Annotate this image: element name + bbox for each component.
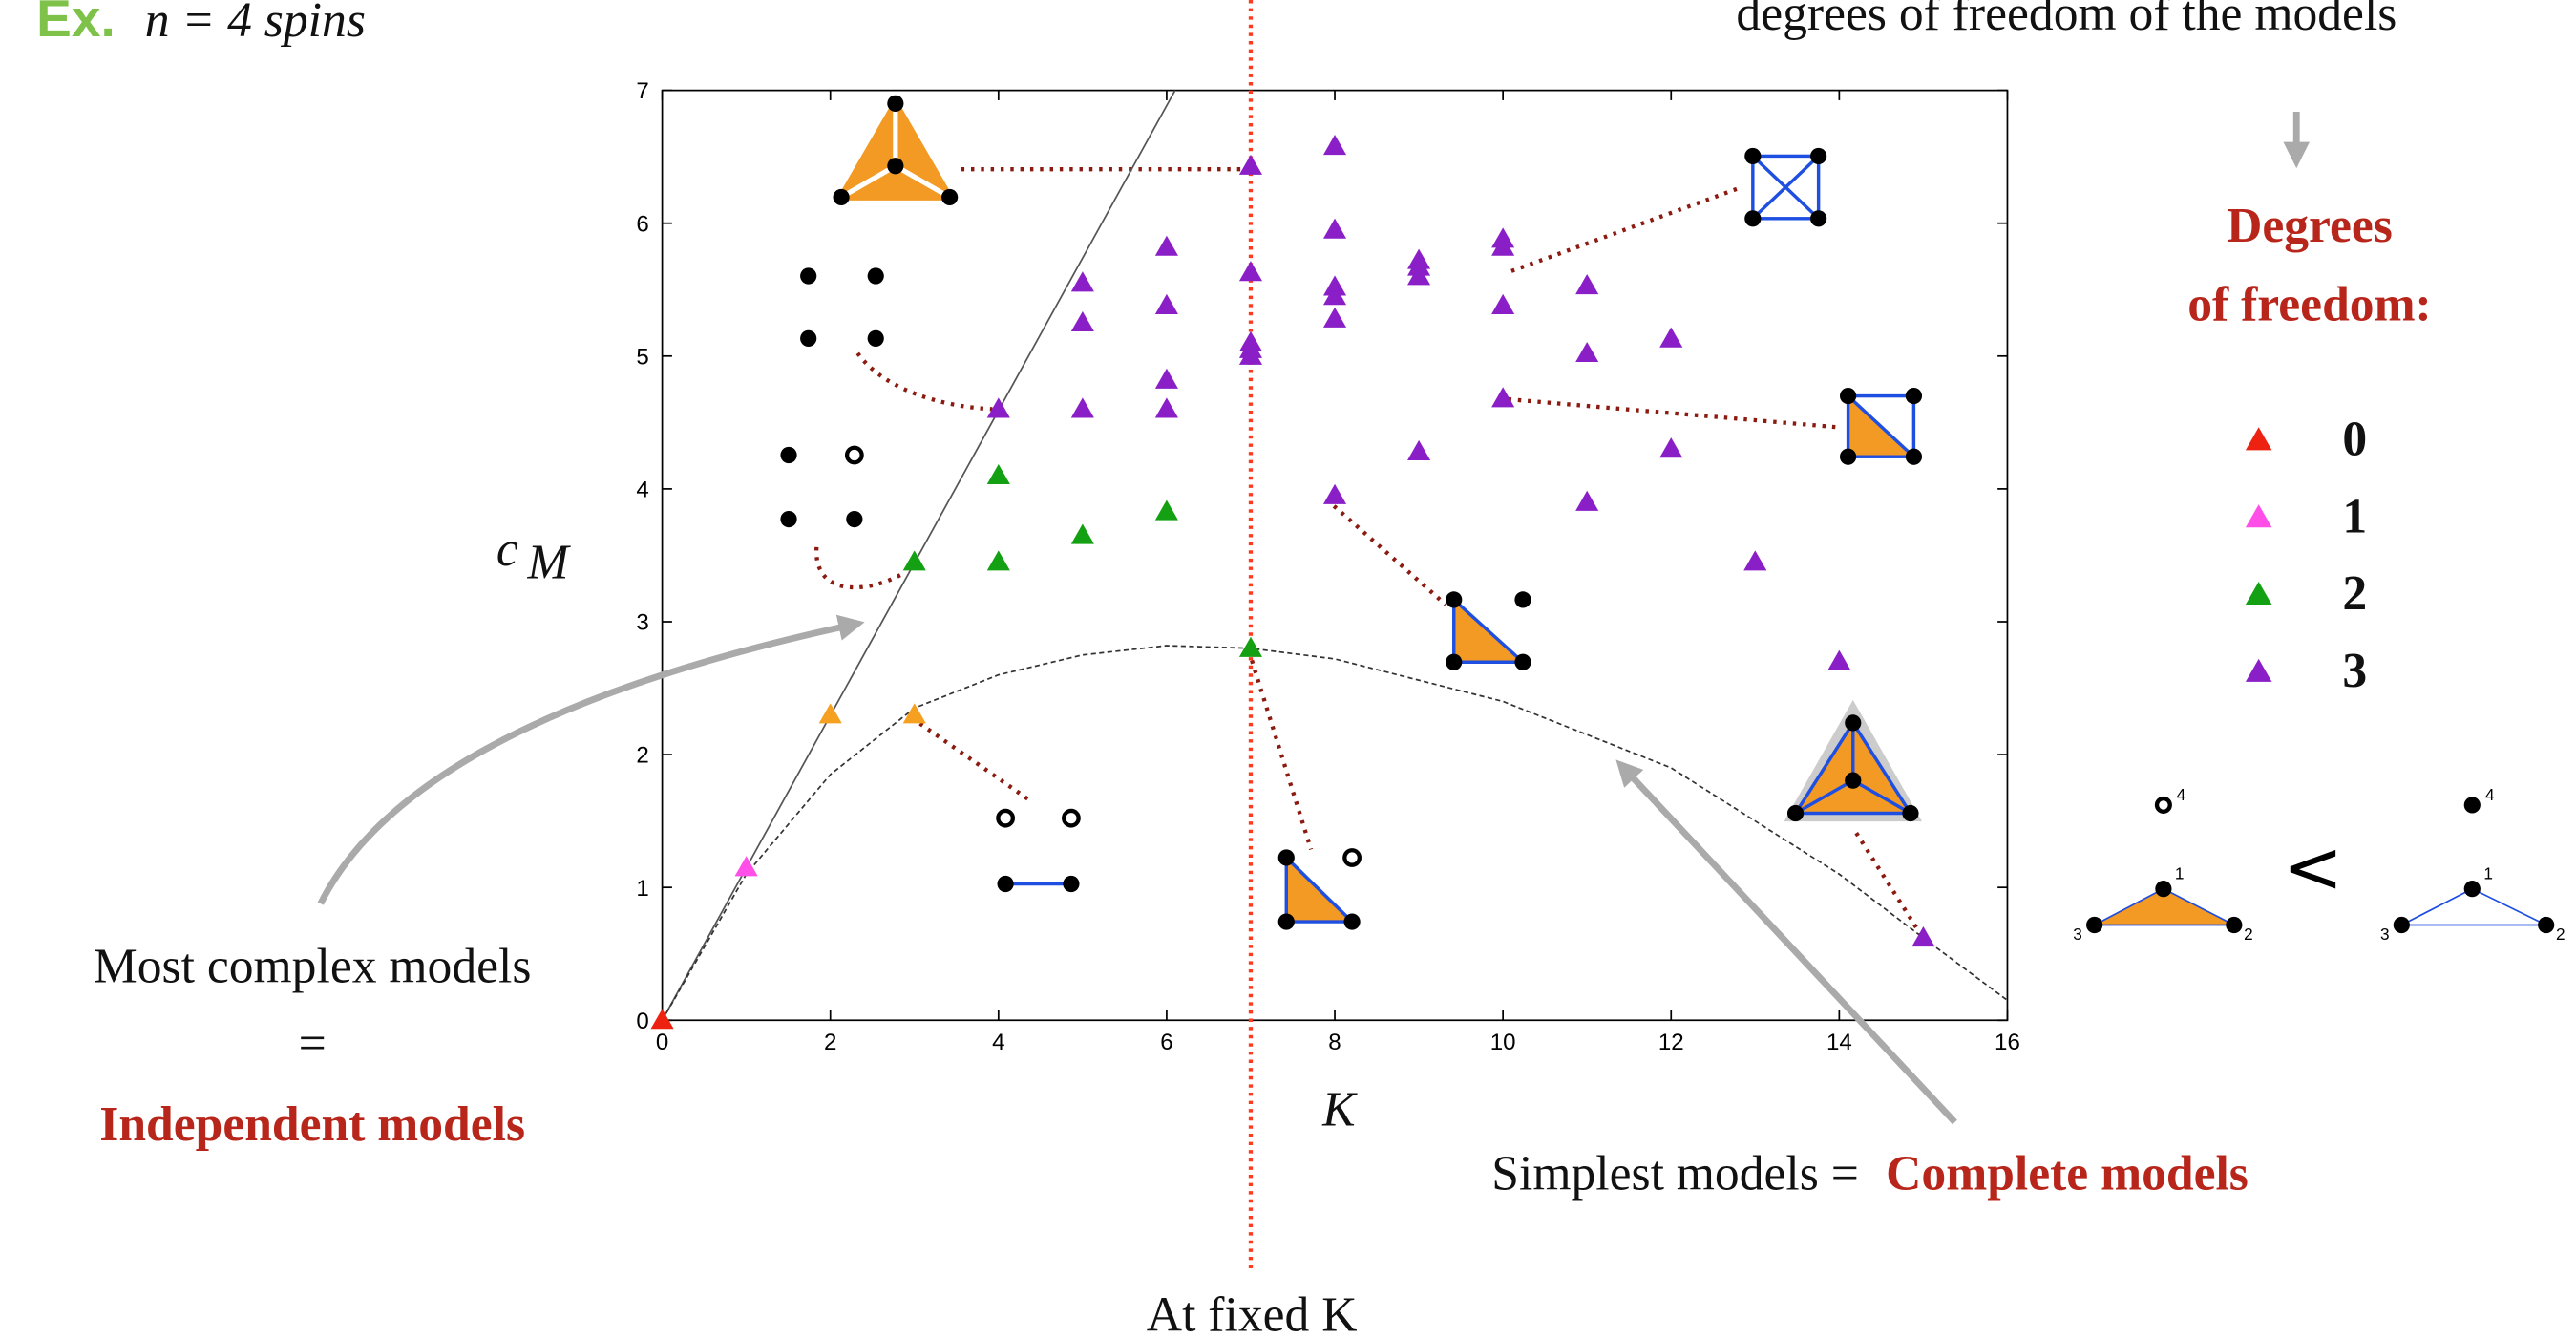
node-label: 4 [2177,785,2186,804]
point [1659,437,1683,458]
point [734,856,758,877]
x-tick-label: 2 [824,1030,836,1055]
point [1322,218,1347,239]
y-tick-label: 2 [636,743,648,769]
diagrams: 1 2 3 4 1 2 3 4 < [780,95,2565,944]
connectors [814,167,1924,938]
point [818,703,842,724]
point [1575,341,1599,363]
point [1407,265,1431,286]
point [1154,293,1178,314]
legend-swatch [2245,427,2272,451]
point [986,463,1010,485]
point [986,397,1010,418]
ex-text: n = 4 spins [145,0,366,48]
x-tick-label: 4 [992,1030,1004,1055]
y-tick-label: 4 [636,477,648,502]
point [1491,387,1515,408]
point [650,1009,674,1030]
node-label: 2 [2244,925,2253,944]
point [1659,327,1683,348]
point [1322,307,1347,328]
less-than: < [2283,825,2343,909]
point [986,550,1010,571]
annotation: Independent models [99,1097,525,1152]
point [1070,310,1094,332]
point [1238,261,1263,282]
curve [661,645,2008,1021]
arrows [317,111,2310,1125]
x-tick-label: 0 [656,1030,668,1055]
annotations: Most complex models = Independent models… [94,199,2432,1339]
point [1407,439,1431,460]
legend-title: of freedom: [2187,277,2431,331]
legend-swatch [2245,658,2272,682]
node-label: 3 [2380,925,2390,944]
ex-prefix: Ex. [36,0,116,48]
point [1238,636,1263,657]
point [1322,134,1347,156]
y-tick-label: 6 [636,211,648,237]
y-axis-label-sub: M [527,536,572,590]
x-tick-label: 6 [1160,1030,1172,1055]
point [1743,550,1767,571]
point [1911,925,1935,947]
point [1322,285,1347,306]
point [1070,271,1094,292]
legend-swatch [2245,504,2272,528]
node-label: 3 [2073,925,2082,944]
x-tick-label: 10 [1490,1030,1516,1055]
node-label: 1 [2175,863,2185,882]
point [1070,397,1094,418]
point [1322,483,1347,504]
legend-label: 3 [2342,644,2367,698]
legend-label: 2 [2342,566,2367,621]
point [1575,490,1599,511]
legend-label: 0 [2342,413,2367,467]
node-label: 2 [2556,925,2565,944]
legend-swatch [2245,581,2272,606]
point [902,550,926,571]
point [902,703,926,724]
annotation: Most complex models [94,940,532,994]
y-tick-label: 0 [636,1009,648,1034]
point [1575,274,1599,295]
y-axis-label: c [496,522,518,577]
y-tick-label: 5 [636,344,648,370]
x-tick-label: 16 [1995,1030,2020,1055]
y-tick-label: 3 [636,610,648,636]
header: Ex. n = 4 spins degrees of freedom of th… [36,0,2397,48]
x-axis-label: K [1321,1082,1358,1137]
node-label: 4 [2485,785,2495,804]
annotation: Complete models [1886,1146,2249,1201]
header-right: degrees of freedom of the models [1736,0,2397,41]
point [1154,235,1178,256]
node-label: 1 [2483,863,2493,882]
point [1491,293,1515,314]
point [1154,368,1178,389]
point [1491,235,1515,256]
point [1238,154,1263,175]
point [1070,523,1094,544]
x-tick-label: 14 [1826,1030,1852,1055]
point [1827,649,1851,670]
annotation: Simplest models = [1491,1146,1859,1201]
x-tick-label: 8 [1328,1030,1341,1055]
legend-title: Degrees [2227,199,2393,253]
arrow [317,614,865,905]
x-tick-label: 12 [1658,1030,1684,1055]
y-tick-label: 7 [636,78,648,104]
y-tick-label: 1 [636,876,648,902]
point [1238,344,1263,365]
point [1154,499,1178,521]
legend-label: 1 [2342,489,2367,543]
annotation: At fixed K [1147,1287,1358,1339]
curve [661,90,1176,1021]
arrow [1615,759,1957,1125]
annotation: = [299,1017,327,1072]
point [1154,397,1178,418]
